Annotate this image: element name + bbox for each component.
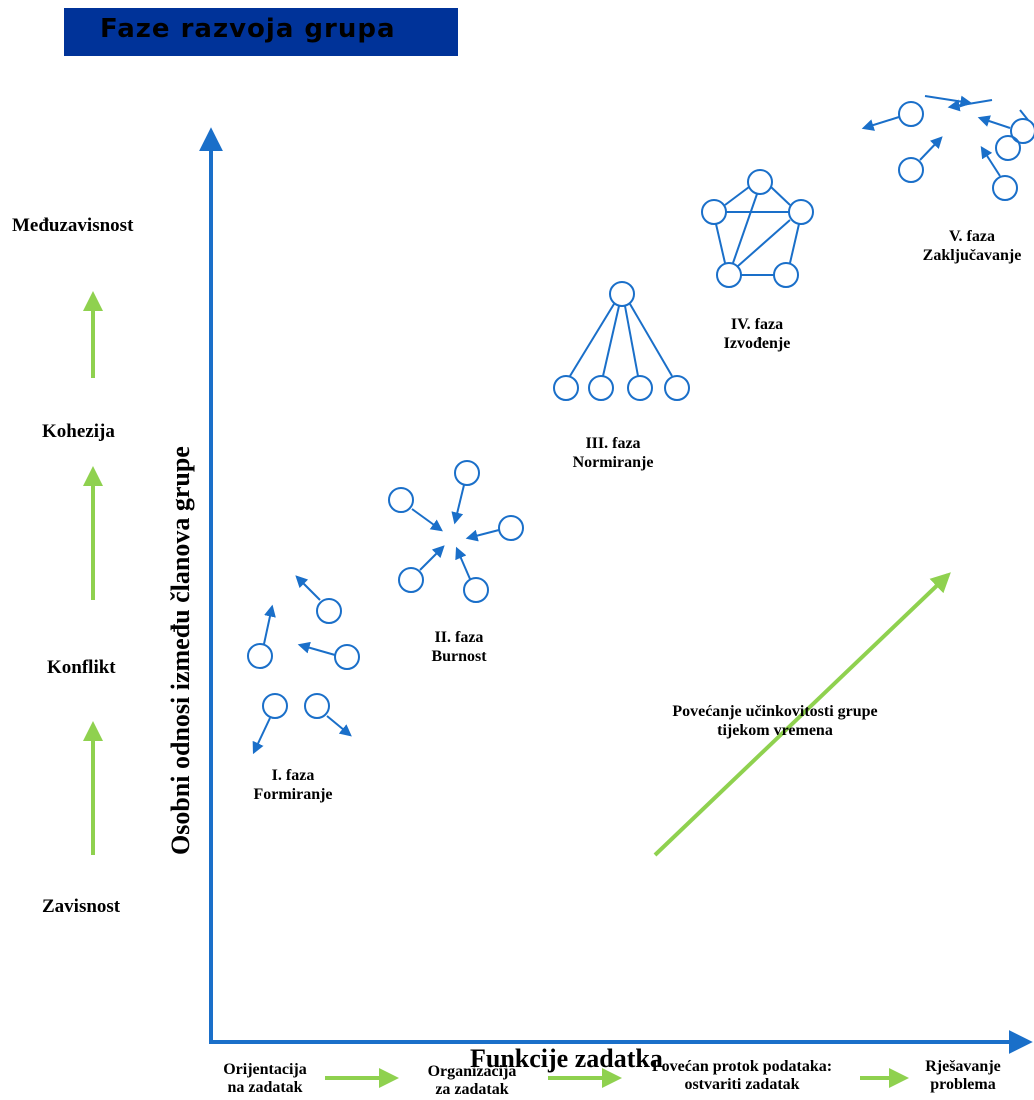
member-node bbox=[898, 101, 924, 127]
phase-number: I. faza bbox=[271, 767, 315, 784]
stage-label-meduzavisnost: Međuzavisnost bbox=[12, 215, 134, 236]
member-node bbox=[716, 262, 742, 288]
member-node bbox=[498, 515, 524, 541]
phase-label-2: II. faza Burnost bbox=[404, 628, 514, 666]
phase-label-5: V. faza Zaključavanje bbox=[910, 227, 1034, 265]
trend-label-line1: Povećanje učinkovitosti grupe bbox=[672, 703, 878, 720]
member-node bbox=[995, 135, 1021, 161]
task-stage-2: Organizacija za zadatak bbox=[402, 1063, 542, 1100]
member-node bbox=[773, 262, 799, 288]
phase-name: Izvođenje bbox=[723, 335, 791, 353]
phase-name: Zaključavanje bbox=[922, 247, 1022, 265]
phase-number: III. faza bbox=[585, 435, 641, 452]
phase-1-nodes bbox=[247, 575, 360, 755]
member-node bbox=[247, 643, 273, 669]
task-stage-line1: Rješavanje bbox=[925, 1058, 1001, 1075]
member-node bbox=[701, 199, 727, 225]
stage-label-kohezija: Kohezija bbox=[42, 421, 115, 442]
effectiveness-trend-arrow bbox=[653, 572, 951, 857]
phase-3-nodes bbox=[553, 281, 690, 401]
phase-label-4: IV. faza Izvođenje bbox=[702, 315, 812, 353]
phase-number: V. faza bbox=[949, 228, 995, 245]
member-node bbox=[334, 644, 360, 670]
member-node bbox=[388, 487, 414, 513]
phase-name: Normiranje bbox=[572, 454, 654, 472]
phase-label-3: III. faza Normiranje bbox=[553, 434, 673, 472]
y-axis-title: Osobni odnosi između članova grupe bbox=[166, 446, 195, 855]
task-stage-line2: ostvariti zadatak bbox=[684, 1076, 800, 1094]
task-stage-4: Rješavanje problema bbox=[908, 1058, 1018, 1095]
task-stage-line1: Povećan protok podataka: bbox=[651, 1058, 833, 1075]
member-node bbox=[747, 169, 773, 195]
phase-2-nodes bbox=[388, 460, 524, 603]
phase-4-nodes bbox=[701, 169, 814, 288]
page-title: Faze razvoja grupa bbox=[100, 14, 396, 44]
task-stage-line2: na zadatak bbox=[227, 1079, 303, 1097]
phase-name: Burnost bbox=[431, 648, 487, 666]
member-node bbox=[262, 693, 288, 719]
member-node bbox=[788, 199, 814, 225]
task-stage-line2: za zadatak bbox=[435, 1081, 509, 1099]
member-node bbox=[463, 577, 489, 603]
task-stage-3: Povećan protok podataka: ostvariti zadat… bbox=[618, 1058, 866, 1095]
member-node bbox=[553, 375, 579, 401]
task-stage-line2: problema bbox=[930, 1076, 996, 1094]
phase-number: II. faza bbox=[434, 629, 484, 646]
phase-name: Formiranje bbox=[253, 786, 333, 804]
member-node bbox=[898, 157, 924, 183]
task-stage-line1: Orijentacija bbox=[223, 1061, 307, 1078]
member-node bbox=[627, 375, 653, 401]
leader-node bbox=[609, 281, 635, 307]
member-node bbox=[664, 375, 690, 401]
member-node bbox=[992, 175, 1018, 201]
stage-label-konflikt: Konflikt bbox=[47, 657, 116, 678]
x-axis-title: Funkcije zadatka bbox=[470, 1044, 663, 1073]
member-node bbox=[398, 567, 424, 593]
member-node bbox=[1010, 118, 1034, 144]
member-node bbox=[304, 693, 330, 719]
member-node bbox=[316, 598, 342, 624]
stage-label-zavisnost: Zavisnost bbox=[42, 896, 121, 917]
title-banner: Faze razvoja grupa bbox=[64, 8, 458, 56]
task-stage-line1: Organizacija bbox=[427, 1063, 517, 1080]
member-node bbox=[454, 460, 480, 486]
phase-label-1: I. faza Formiranje bbox=[238, 766, 348, 804]
phase-5-nodes bbox=[861, 95, 1034, 201]
member-node bbox=[588, 375, 614, 401]
trend-label-line2: tijekom vremena bbox=[717, 722, 833, 740]
task-stage-1: Orijentacija na zadatak bbox=[200, 1061, 330, 1098]
trend-label: Povećanje učinkovitosti grupe tijekom vr… bbox=[620, 702, 930, 740]
phase-number: IV. faza bbox=[730, 316, 784, 333]
